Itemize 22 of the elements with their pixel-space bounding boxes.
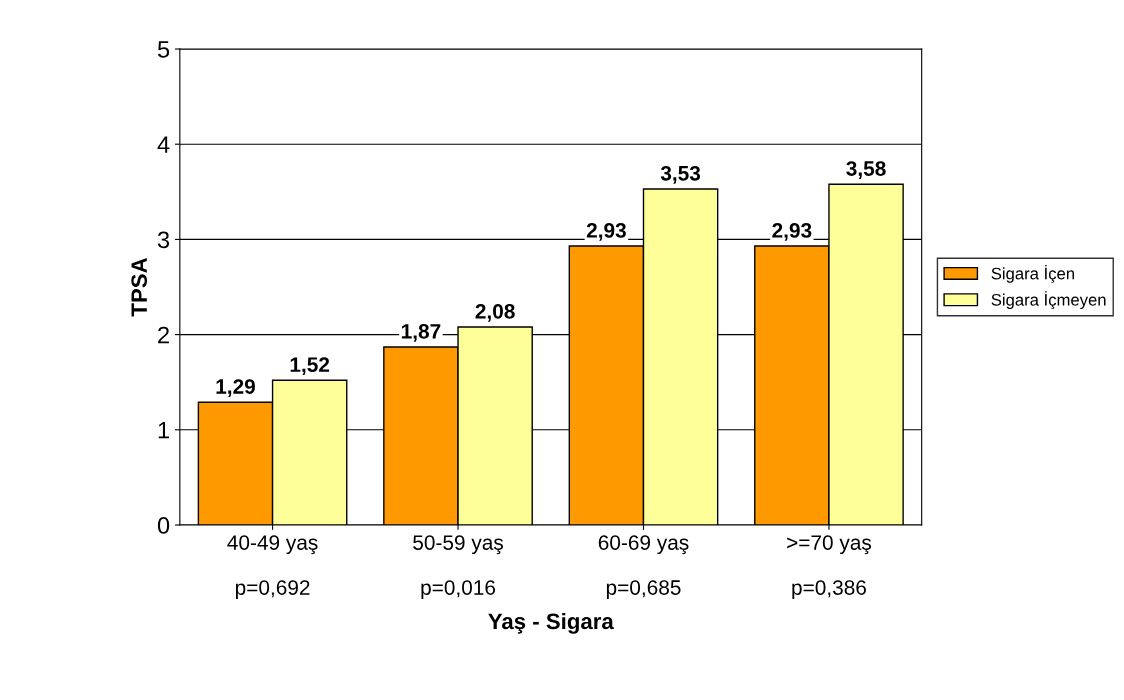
data-label: 2,08 xyxy=(475,303,515,322)
y-tick-label: 3 xyxy=(157,231,170,249)
y-tick-label: 4 xyxy=(157,136,170,153)
y-tick-label: 5 xyxy=(157,41,170,58)
category-label: 60-69 yaş p=0,685 xyxy=(598,535,689,600)
category-label: 40-49 yaş p=0,692 xyxy=(227,535,318,600)
data-label: 2,93 xyxy=(772,223,812,241)
legend-label: Sigara İçmeyen xyxy=(991,291,1106,310)
data-label: 1,29 xyxy=(216,379,255,397)
legend-label: Sigara İçen xyxy=(991,264,1074,283)
y-tick-label: 1 xyxy=(158,422,169,439)
x-axis-title: Yaş - Sigara xyxy=(488,612,614,634)
data-label: 2,93 xyxy=(586,223,626,241)
data-label: 3,58 xyxy=(846,161,886,179)
category-label: 50-59 yaş p=0,016 xyxy=(413,535,504,600)
y-axis-title: TPSA xyxy=(131,257,148,317)
data-label: 3,53 xyxy=(660,165,701,184)
data-label: 1,87 xyxy=(401,323,441,342)
category-label: >=70 yaş p=0,386 xyxy=(787,535,872,600)
y-tick-label: 2 xyxy=(158,326,169,344)
data-label: 1,52 xyxy=(290,357,330,376)
y-tick-label: 0 xyxy=(157,517,170,534)
